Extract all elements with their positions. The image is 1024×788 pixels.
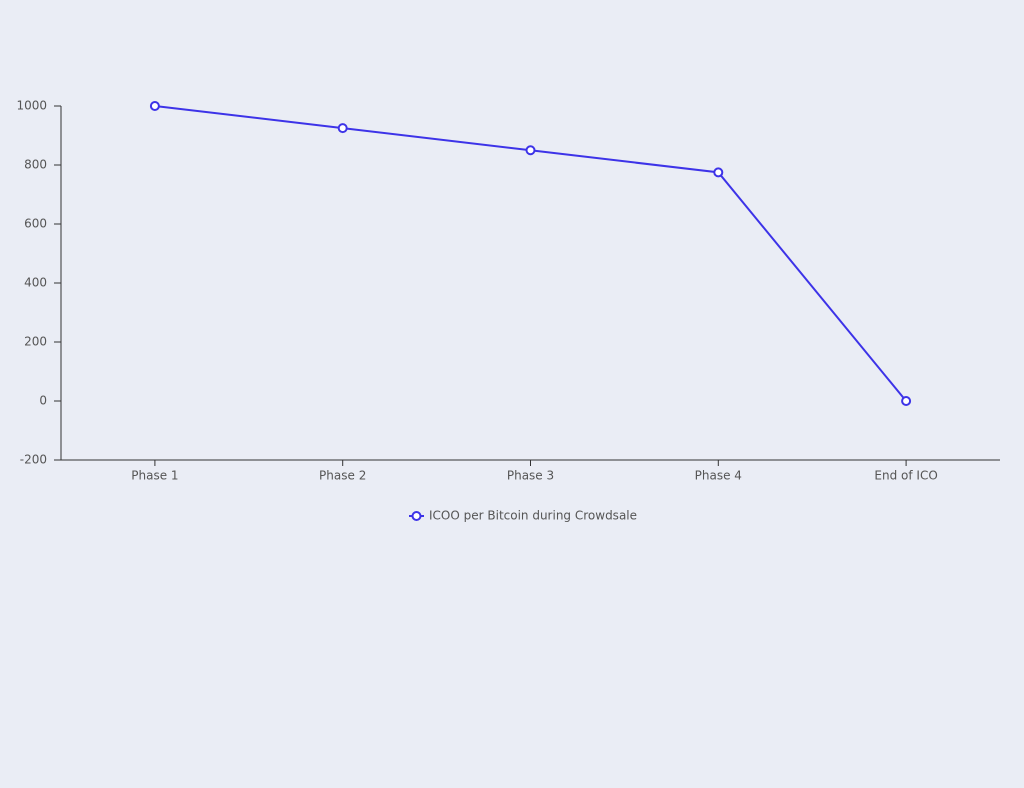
y-tick-label: 200 xyxy=(24,335,47,349)
y-tick-label: 0 xyxy=(39,394,47,408)
point xyxy=(901,396,912,406)
legend-marker xyxy=(411,511,422,521)
point xyxy=(713,167,724,178)
y-tick-label: 400 xyxy=(24,276,47,290)
x-tick-label: End of ICO xyxy=(874,469,937,483)
x-tick-label: Phase 2 xyxy=(319,469,366,483)
y-tick-label: 1000 xyxy=(16,99,47,113)
x-tick-label: Phase 4 xyxy=(695,469,742,483)
point xyxy=(337,123,348,134)
x-tick-label: Phase 3 xyxy=(507,469,554,483)
point xyxy=(525,145,536,156)
x-tick-label: Phase 1 xyxy=(131,469,178,483)
y-tick-label: -200 xyxy=(20,453,47,467)
point xyxy=(149,101,160,111)
y-tick-label: 800 xyxy=(24,158,47,172)
y-tick-label: 600 xyxy=(24,217,47,231)
legend-label: ICOO per Bitcoin during Crowdsale xyxy=(429,509,637,523)
